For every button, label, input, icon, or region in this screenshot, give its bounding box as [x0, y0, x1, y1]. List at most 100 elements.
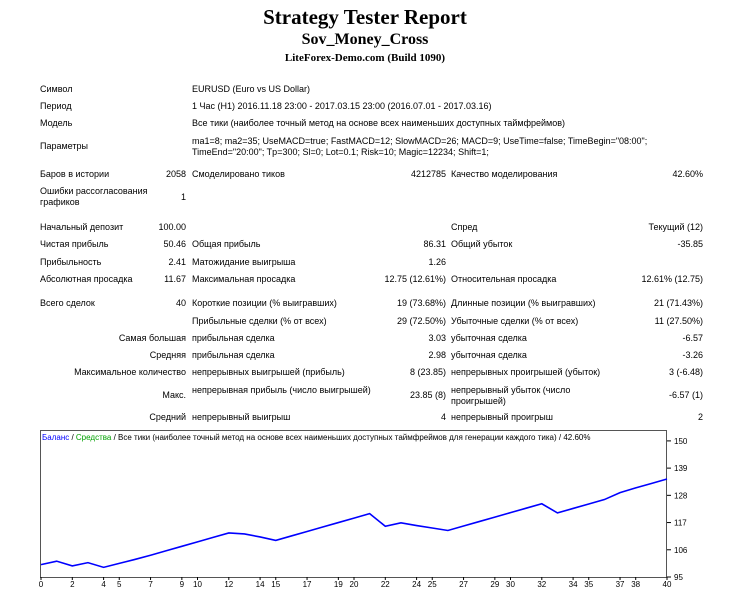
relative-drawdown-label: Относительная просадка [451, 274, 557, 284]
largest-label: Самая большая [118, 333, 186, 343]
net-profit-label: Чистая прибыль [40, 239, 109, 249]
ticks-value: 4212785 [410, 169, 446, 179]
absolute-drawdown-value: 11.67 [164, 274, 186, 284]
x-tick-label: 20 [350, 580, 359, 589]
max-count-label: Максимальное количество [74, 367, 186, 377]
x-tick-label: 12 [224, 580, 233, 589]
y-tick-label: 139 [674, 464, 688, 473]
balance-series-line [40, 478, 668, 569]
period-label: Период [40, 101, 72, 111]
net-profit-value: 50.46 [163, 239, 186, 249]
long-positions-label: Длинные позиции (% выигравших) [451, 298, 596, 308]
max-consecutive-loss-value: -6.57 (1) [668, 390, 703, 400]
deposit-label: Начальный депозит [40, 222, 124, 232]
avg-consecutive-losses-value: 2 [697, 412, 703, 422]
largest-profit-value: 3.03 [428, 333, 446, 343]
x-tick-label: 14 [256, 580, 265, 589]
x-tick-label: 30 [506, 580, 515, 589]
profit-factor-value: 2.41 [168, 257, 186, 267]
x-tick-label: 40 [663, 580, 672, 589]
short-positions-value: 19 (73.68%) [396, 298, 446, 308]
average-label: Средняя [149, 350, 186, 360]
short-positions-label: Короткие позиции (% выигравших) [192, 298, 337, 308]
errors-label: Ошибки рассогласования графиков [40, 186, 148, 207]
spread-value: Текущий (12) [648, 222, 703, 232]
x-tick-label: 2 [70, 580, 75, 589]
legend-equity: Средства [75, 433, 112, 442]
model-value: Все тики (наиболее точный метод на основ… [192, 118, 565, 128]
x-tick-label: 37 [616, 580, 625, 589]
x-tick-label: 7 [148, 580, 153, 589]
x-tick-label: 25 [428, 580, 437, 589]
average-profit-value: 2.98 [428, 350, 446, 360]
max-consecutive-profit-label: непрерывная прибыль (число выигрышей) [192, 385, 371, 395]
period-value: 1 Час (H1) 2016.11.18 23:00 - 2017.03.15… [192, 101, 492, 111]
legend-sep: / [69, 433, 76, 442]
gross-loss-label: Общий убыток [451, 239, 513, 249]
x-tick-label: 38 [631, 580, 640, 589]
server-name: LiteForex-Demo.com (Build 1090) [284, 52, 446, 64]
y-tick-label: 128 [674, 491, 688, 500]
max-label: Макс. [162, 390, 186, 400]
avg-consecutive-wins-label: непрерывный выигрыш [192, 412, 291, 422]
x-tick-label: 10 [193, 580, 202, 589]
symbol-label: Символ [40, 84, 73, 94]
y-tick-label: 117 [674, 519, 687, 528]
average-profit-label: прибыльная сделка [192, 350, 275, 360]
chart-legend: Баланс / Средства / Все тики (наиболее т… [42, 433, 590, 442]
report-title: Strategy Tester Report [263, 5, 467, 29]
deposit-value: 100.00 [158, 222, 186, 232]
x-tick-label: 4 [101, 580, 106, 589]
expert-name: Sov_Money_Cross [301, 31, 429, 48]
expected-payoff-label: Матожидание выигрыша [192, 257, 296, 267]
x-tick-label: 34 [569, 580, 578, 589]
ticks-label: Смоделировано тиков [192, 169, 285, 179]
bars-label: Баров в истории [40, 169, 110, 179]
max-consecutive-profit-value: 23.85 (8) [409, 390, 446, 400]
bars-value: 2058 [165, 169, 186, 179]
long-positions-value: 21 (71.43%) [653, 298, 703, 308]
max-consecutive-losses-label: непрерывных проигрышей (убыток) [451, 367, 601, 377]
average-loss-label: убыточная сделка [451, 350, 527, 360]
quality-value: 42.60% [672, 169, 703, 179]
x-tick-label: 32 [537, 580, 546, 589]
max-consecutive-wins-value: 8 (23.85) [409, 367, 446, 377]
legend-balance: Баланс [42, 433, 70, 442]
quality-label: Качество моделирования [451, 169, 558, 179]
x-tick-label: 5 [117, 580, 122, 589]
y-tick-label: 106 [674, 546, 688, 555]
max-consecutive-losses-value: 3 (-6.48) [668, 367, 703, 377]
loss-trades-value: 11 (27.50%) [654, 316, 703, 326]
x-tick-label: 19 [334, 580, 343, 589]
params-value: ma1=8; ma2=35; UseMACD=true; FastMACD=12… [192, 136, 648, 157]
largest-loss-label: убыточная сделка [451, 333, 527, 343]
total-trades-value: 40 [175, 298, 186, 308]
max-drawdown-value: 12.75 (12.61%) [384, 274, 446, 284]
profit-factor-label: Прибыльность [40, 257, 102, 267]
x-tick-label: 9 [180, 580, 185, 589]
y-tick-label: 95 [674, 573, 683, 582]
x-tick-label: 24 [412, 580, 421, 589]
model-label: Модель [40, 118, 73, 128]
x-tick-label: 29 [490, 580, 499, 589]
loss-trades-label: Убыточные сделки (% от всех) [451, 316, 579, 326]
profit-trades-value: 29 (72.50%) [396, 316, 446, 326]
relative-drawdown-value: 12.61% (12.75) [641, 274, 703, 284]
expected-payoff-value: 1.26 [428, 257, 446, 267]
avg-consecutive-wins-value: 4 [440, 412, 446, 422]
max-drawdown-label: Максимальная просадка [192, 274, 296, 284]
y-tick-label: 150 [674, 437, 688, 446]
avg-consecutive-losses-label: непрерывный проигрыш [451, 412, 553, 422]
legend-description: / Все тики (наиболее точный метод на осн… [111, 433, 591, 442]
errors-value: 1 [180, 192, 186, 202]
symbol-value: EURUSD (Euro vs US Dollar) [192, 84, 311, 94]
params-label: Параметры [40, 141, 88, 151]
spread-label: Спред [451, 222, 478, 232]
x-tick-label: 27 [459, 580, 468, 589]
max-consecutive-loss-label: непрерывный убыток (число проигрышей) [451, 385, 571, 406]
x-tick-label: 35 [584, 580, 593, 589]
x-tick-label: 22 [381, 580, 390, 589]
max-consecutive-wins-label: непрерывных выигрышей (прибыль) [192, 367, 345, 377]
x-tick-label: 15 [271, 580, 280, 589]
x-tick-label: 0 [39, 580, 44, 589]
